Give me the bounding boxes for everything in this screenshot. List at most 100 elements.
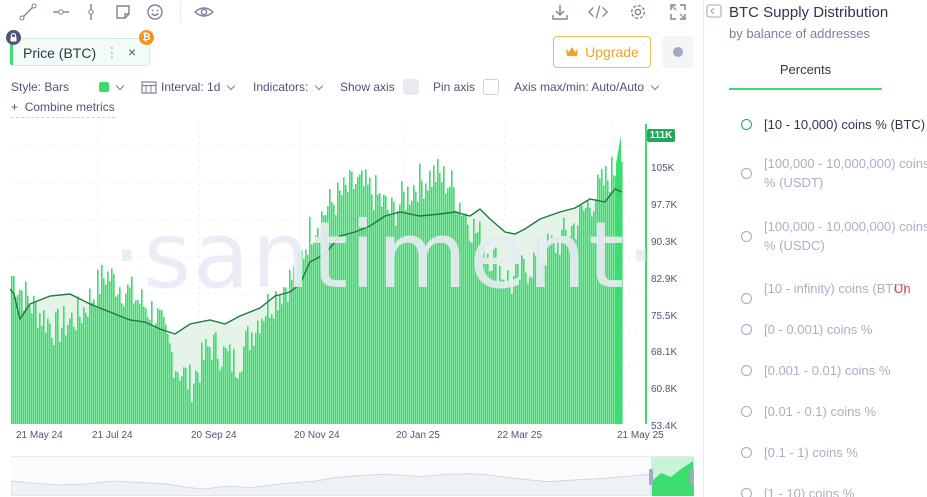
price-bar	[503, 279, 505, 424]
price-bar	[495, 247, 497, 424]
price-bar	[547, 233, 549, 424]
price-bar	[313, 242, 315, 424]
record-button[interactable]	[662, 36, 694, 68]
price-bar	[359, 174, 361, 424]
price-bar	[301, 250, 303, 424]
price-bar	[607, 180, 609, 424]
settings-gear-icon[interactable]	[628, 2, 648, 22]
axis-minmax-selector[interactable]: Axis max/min: Auto/Auto	[514, 78, 660, 96]
radio-indicator-icon[interactable]	[741, 119, 752, 130]
indicators-selector[interactable]: Indicators:	[253, 78, 324, 96]
price-bar	[497, 283, 499, 424]
y-axis-tick-label: 97.7K	[651, 200, 678, 211]
price-bar	[335, 215, 337, 424]
bitcoin-icon: ₿	[139, 30, 154, 45]
style-selector[interactable]: Style: Bars	[11, 78, 69, 96]
price-bar	[491, 270, 493, 424]
price-bar	[355, 184, 357, 424]
line-tool-icon[interactable]	[18, 2, 38, 22]
radio-indicator-icon[interactable]	[741, 231, 752, 242]
radio-indicator-icon[interactable]	[741, 365, 752, 376]
radio-indicator-icon[interactable]	[741, 293, 752, 304]
price-bar	[151, 301, 153, 424]
pin-axis-checkbox[interactable]	[483, 79, 500, 95]
price-bar	[65, 335, 67, 424]
price-bar	[461, 215, 463, 424]
ray-tool-icon[interactable]	[51, 2, 71, 22]
x-axis-tick-label: 22 Mar 25	[497, 430, 543, 441]
price-bar	[321, 211, 323, 424]
price-bar	[331, 202, 333, 424]
price-bar	[273, 318, 275, 424]
price-bar	[257, 320, 259, 424]
navigator-left-handle[interactable]	[649, 469, 653, 485]
price-bar	[171, 351, 173, 424]
tab-percents[interactable]: Percents	[729, 58, 882, 90]
price-bar	[415, 191, 417, 424]
current-price-tag: 111K	[647, 129, 675, 142]
combine-metrics-button[interactable]: + Combine metrics	[11, 100, 115, 118]
price-bar	[349, 170, 351, 424]
show-axis-toggle[interactable]: Show axis	[340, 78, 419, 96]
metric-menu-icon[interactable]: ⋮	[105, 44, 119, 60]
eye-icon[interactable]	[194, 2, 214, 22]
price-bar	[443, 166, 445, 424]
price-bar	[37, 327, 39, 424]
price-bar	[47, 318, 49, 424]
price-bar	[131, 276, 133, 424]
radio-indicator-icon[interactable]	[741, 406, 752, 417]
embed-code-icon[interactable]	[588, 2, 608, 22]
price-bar	[237, 378, 239, 424]
metric-close-icon[interactable]: ×	[128, 44, 137, 60]
price-bar	[589, 207, 591, 424]
radio-indicator-icon[interactable]	[741, 447, 752, 458]
price-bar	[289, 269, 291, 424]
price-bar	[411, 200, 413, 424]
navigator-right-handle[interactable]	[690, 469, 694, 485]
price-bar	[579, 204, 581, 424]
interval-selector[interactable]: Interval: 1d	[141, 78, 236, 96]
price-bar	[193, 383, 195, 424]
chart-canvas[interactable]	[10, 124, 690, 444]
unlock-label[interactable]: Un	[894, 281, 911, 296]
radio-indicator-icon[interactable]	[741, 488, 752, 497]
radio-indicator-icon[interactable]	[741, 324, 752, 335]
upgrade-button[interactable]: Upgrade	[553, 36, 651, 68]
emoji-icon[interactable]	[145, 2, 165, 22]
note-icon[interactable]	[113, 2, 133, 22]
vertical-line-icon[interactable]	[81, 2, 101, 22]
price-bar	[113, 274, 115, 424]
metric-sidebar: BTC Supply Distribution by balance of ad…	[703, 0, 927, 497]
price-bar	[167, 334, 169, 424]
pin-axis-toggle[interactable]: Pin axis	[433, 78, 500, 96]
price-bar	[395, 225, 397, 424]
price-bar	[523, 258, 525, 424]
price-bar	[591, 216, 593, 424]
metric-chip-price-btc[interactable]: Price (BTC) ⋮ ×	[10, 38, 150, 66]
price-bar	[39, 313, 41, 424]
timeline-navigator[interactable]	[10, 456, 694, 497]
price-bar	[17, 294, 19, 424]
price-bar	[447, 188, 449, 424]
y-axis-tick-label: 82.9K	[651, 274, 678, 285]
fullscreen-icon[interactable]	[668, 2, 688, 22]
price-bar	[199, 382, 201, 424]
chart-toolbar	[0, 0, 720, 24]
price-bar	[263, 321, 265, 424]
price-bar	[267, 293, 269, 424]
color-picker[interactable]	[99, 78, 125, 96]
radio-indicator-icon[interactable]	[741, 168, 752, 179]
sidebar-subtitle: by balance of addresses	[729, 26, 870, 41]
price-bar	[469, 240, 471, 424]
axis-minmax-label: Axis max/min: Auto/Auto	[514, 80, 645, 94]
price-bar	[81, 323, 83, 424]
show-axis-checkbox[interactable]	[402, 79, 419, 95]
price-bar	[209, 347, 211, 424]
x-axis-tick-label: 21 Jul 24	[92, 430, 133, 441]
price-bar	[616, 136, 622, 424]
price-bar	[211, 359, 213, 424]
price-bar	[375, 175, 377, 424]
download-icon[interactable]	[550, 2, 570, 22]
collapse-sidebar-icon[interactable]	[706, 4, 722, 18]
price-bar	[425, 183, 427, 424]
